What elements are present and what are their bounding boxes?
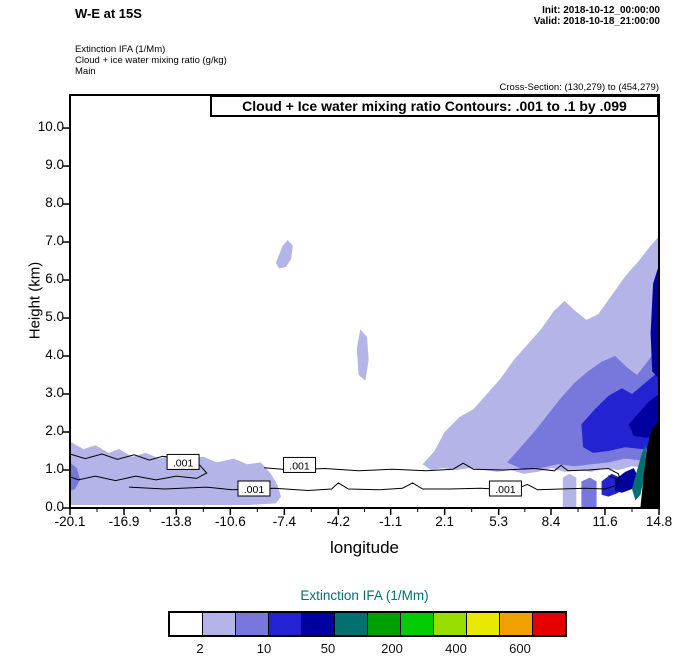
shaded-region-upper-blob-lavender — [275, 240, 293, 269]
contour-line-long-001-upper — [264, 462, 621, 482]
y-tick-label: 4.0 — [45, 347, 64, 363]
colorbar-cell — [302, 613, 335, 635]
y-tick-label: 0.0 — [45, 499, 64, 514]
shaded-region-right-edge-navy-sliver — [650, 264, 659, 379]
field-line-extinction: Extinction IFA (1/Mm) — [75, 44, 166, 55]
colorbar-cell — [401, 613, 434, 635]
contour-label-box-0 — [166, 453, 200, 470]
colorbar-tick-label: 10 — [256, 641, 272, 656]
colorbar-cell — [368, 613, 401, 635]
x-tick-label: -16.9 — [108, 514, 140, 529]
contour-label-text-1: .001 — [289, 460, 310, 472]
shaded-region-bottom-right-lavender-column — [562, 473, 577, 508]
x-tick-label: -7.4 — [272, 514, 296, 529]
x-tick-label: 8.4 — [541, 514, 561, 529]
contour-label-box-1 — [283, 456, 317, 473]
colorbar-tick-label: 600 — [509, 641, 531, 656]
colorbar-cell — [170, 613, 203, 635]
y-tick-label: 7.0 — [45, 233, 64, 249]
x-tick-label: -4.2 — [326, 514, 350, 529]
plot-area: .001 .001 .001 .001 — [63, 94, 660, 515]
contour-label-text-2: .001 — [244, 484, 265, 496]
x-tick-label: -20.1 — [54, 514, 86, 529]
y-tick-label: 6.0 — [45, 271, 64, 287]
contour-label-box-3 — [488, 480, 522, 497]
y-tick-label: 9.0 — [45, 157, 64, 173]
x-tick-label: 14.8 — [645, 514, 673, 529]
colorbar-title: Extinction IFA (1/Mm) — [300, 588, 429, 603]
shaded-region-bottom-right-black-wedge — [640, 420, 659, 508]
x-tick-label: 5.3 — [489, 514, 509, 529]
shaded-region-right-navy-core — [628, 394, 659, 438]
colorbar-cell — [335, 613, 368, 635]
contour-plot-canvas: .001 .001 .001 .001 — [63, 94, 660, 515]
shaded-region-midlevel-blob-lavender — [356, 329, 369, 381]
y-tick-label: 10.0 — [37, 119, 64, 135]
contour-info-box: Cloud + Ice water mixing ratio Contours:… — [210, 95, 659, 117]
colorbar-tick-label: 200 — [381, 641, 403, 656]
init-time: Init: 2018-10-12_00:00:00 — [542, 5, 660, 16]
field-description: Extinction IFA (1/Mm) Cloud + ice water … — [75, 44, 227, 77]
colorbar-cell — [500, 613, 533, 635]
contour-label-text-3: .001 — [495, 484, 516, 496]
colorbar-tick-label: 50 — [320, 641, 336, 656]
colorbar-cell — [533, 613, 565, 635]
x-tick-label: 11.6 — [592, 514, 618, 529]
y-tick-label: 1.0 — [45, 461, 64, 476]
field-line-domain: Main — [75, 66, 96, 77]
colorbar-cell — [269, 613, 302, 635]
colorbar-tick-label: 2 — [196, 641, 204, 656]
y-tick-label: 3.0 — [45, 385, 64, 401]
x-axis-label: longitude — [329, 538, 399, 557]
colorbar-cell — [203, 613, 236, 635]
colorbar-tick-label: 400 — [445, 641, 467, 656]
field-line-cloud-ice: Cloud + ice water mixing ratio (g/kg) — [75, 55, 227, 66]
colorbar — [168, 611, 567, 637]
colorbar-cell — [467, 613, 500, 635]
shaded-region-left-edge-medium-speck — [70, 462, 81, 491]
x-tick-label: 2.1 — [435, 514, 455, 529]
colorbar-cell — [236, 613, 269, 635]
y-tick-label: 2.0 — [45, 423, 64, 438]
contour-line-loop-left-001 — [69, 453, 208, 482]
x-tick-label: -10.6 — [214, 514, 246, 529]
cross-section-coords: Cross-Section: (130,279) to (454,279) — [499, 82, 659, 93]
colorbar-cell — [434, 613, 467, 635]
plot-title: W-E at 15S — [75, 6, 142, 21]
contour-label-box-2 — [237, 480, 271, 497]
shaded-region-bottom-right-teal-patch — [632, 443, 647, 501]
y-tick-label: 5.0 — [45, 309, 64, 325]
valid-time: Valid: 2018-10-18_21:00:00 — [533, 16, 660, 27]
init-valid-times: Init: 2018-10-12_00:00:00 Valid: 2018-10… — [534, 5, 660, 27]
contour-label-text-0: .001 — [173, 457, 194, 469]
x-tick-label: -1.1 — [379, 514, 403, 529]
y-tick-label: 8.0 — [45, 195, 64, 211]
shaded-region-bottom-right-medium-column — [581, 477, 597, 508]
x-tick-label: -13.8 — [160, 514, 192, 529]
